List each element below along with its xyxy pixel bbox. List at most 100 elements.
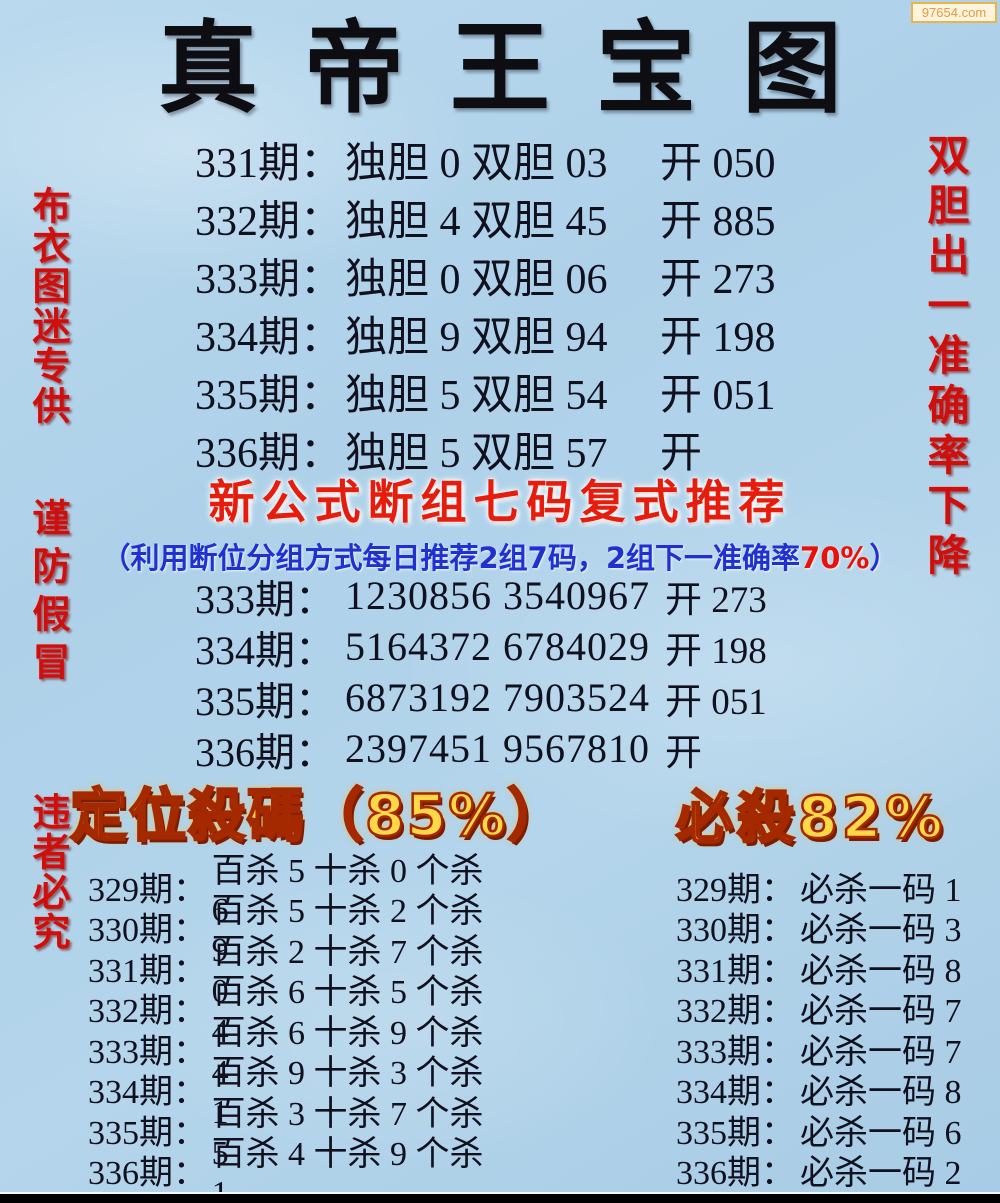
dan-row: 333期： 独胆 0 双胆 06 开 273 <box>195 246 835 304</box>
side-label-left-bottom: 违者必究 <box>26 792 70 952</box>
kill-row: 330期： 百杀 5 十杀 2 个杀 9 <box>88 893 508 969</box>
subtitle-prefix: （利用断位分组方式每日推荐2组7码，2组下一准确率 <box>101 541 801 575</box>
must-kill-header: 必殺82% <box>675 784 947 853</box>
period-label: 335期： <box>88 1114 207 1152</box>
formula-banner-title: 新公式断组七码复式推荐 <box>208 475 792 529</box>
bottom-divider-line <box>0 1192 1000 1194</box>
kill-values: 必杀一码 7 <box>800 993 962 1031</box>
kill-values: 必杀一码 3 <box>800 912 962 950</box>
kill-row: 334期： 百杀 9 十杀 3 个杀 1 <box>88 1055 508 1131</box>
side-label-left-middle: 谨防假冒 <box>26 498 70 690</box>
watermark-badge[interactable]: 97654.com <box>911 2 997 23</box>
period-label: 336期： <box>88 1155 207 1193</box>
period-label: 334期： <box>676 1074 795 1112</box>
kill-row: 336期： 百杀 4 十杀 9 个杀 1 <box>88 1136 508 1203</box>
kill-row: 333期： 百杀 6 十杀 9 个杀 4 <box>88 1015 508 1091</box>
draw-result: 开 051 <box>665 681 767 723</box>
dan-pick: 独胆 5 双胆 57 <box>345 430 608 477</box>
draw-result: 开 198 <box>660 314 776 361</box>
draw-result: 开 051 <box>660 372 776 419</box>
period-label: 329期： <box>676 871 795 909</box>
kill-values: 必杀一码 8 <box>800 1074 962 1112</box>
kill-values: 百杀 6 十杀 9 个杀 4 <box>211 1014 484 1091</box>
kill-row: 333期： 必杀一码 7 <box>676 1028 976 1071</box>
draw-result: 开 050 <box>660 140 776 187</box>
must-kill-list: 329期： 必杀一码 1 330期： 必杀一码 3 331期： 必杀一码 8 3… <box>676 866 976 1193</box>
formula-banner-subtitle: （利用断位分组方式每日推荐2组7码，2组下一准确率70%） <box>0 535 1000 577</box>
seven-code-row: 336期： 2397451 9567810 开 <box>195 723 835 775</box>
code-groups: 5164372 6784029 <box>345 624 650 669</box>
dan-pick: 独胆 5 双胆 54 <box>345 372 608 419</box>
side-label-left-top: 布衣图迷专供 <box>26 186 70 426</box>
code-groups: 1230856 3540967 <box>345 573 650 618</box>
period-label: 334期： <box>195 314 343 361</box>
seven-code-row: 333期： 1230856 3540967 开 273 <box>195 570 835 622</box>
draw-result: 开 198 <box>665 630 767 672</box>
kill-values: 百杀 9 十杀 3 个杀 1 <box>211 1055 484 1132</box>
period-label: 332期： <box>676 993 795 1031</box>
kill-row: 329期： 必杀一码 1 <box>676 866 976 909</box>
dan-row: 332期： 独胆 4 双胆 45 开 885 <box>195 188 835 246</box>
kill-values: 百杀 3 十杀 7 个杀 5 <box>211 1095 484 1172</box>
period-label: 336期： <box>195 430 343 477</box>
kill-values: 必杀一码 7 <box>800 1033 962 1071</box>
dan-pick: 独胆 9 双胆 94 <box>345 314 608 361</box>
draw-result: 开 885 <box>660 198 776 245</box>
kill-row: 336期： 必杀一码 2 <box>676 1150 976 1192</box>
seven-code-list: 333期： 1230856 3540967 开 273 334期： 516437… <box>195 570 835 775</box>
period-label: 336期： <box>676 1155 795 1193</box>
dan-row: 331期： 独胆 0 双胆 03 开 050 <box>195 130 835 188</box>
kill-row: 335期： 必杀一码 6 <box>676 1109 976 1152</box>
period-label: 334期： <box>195 627 335 673</box>
kill-values: 必杀一码 1 <box>800 871 962 909</box>
kill-values: 必杀一码 8 <box>800 952 962 990</box>
kill-row: 331期： 百杀 2 十杀 7 个杀 0 <box>88 934 508 1010</box>
period-label: 335期： <box>195 678 335 724</box>
draw-result: 开 273 <box>660 256 776 303</box>
seven-code-row: 334期： 5164372 6784029 开 198 <box>195 621 835 673</box>
period-label: 332期： <box>195 198 343 245</box>
kill-values: 百杀 4 十杀 9 个杀 1 <box>211 1136 484 1203</box>
period-label: 335期： <box>195 372 343 419</box>
kill-row: 334期： 必杀一码 8 <box>676 1069 976 1111</box>
kill-row: 329期： 百杀 5 十杀 0 个杀 6 <box>88 853 508 929</box>
draw-result: 开 <box>660 430 703 477</box>
period-label: 332期： <box>88 993 207 1031</box>
kill-row: 331期： 必杀一码 8 <box>676 947 976 990</box>
period-label: 333期： <box>195 576 335 622</box>
subtitle-accuracy-value: 70% <box>800 541 870 575</box>
kill-row: 330期： 必杀一码 3 <box>676 907 976 949</box>
period-label: 331期： <box>88 952 207 990</box>
period-label: 329期： <box>88 871 207 909</box>
kill-row: 335期： 百杀 3 十杀 7 个杀 5 <box>88 1096 508 1172</box>
seven-code-row: 335期： 6873192 7903524 开 051 <box>195 672 835 724</box>
period-label: 333期： <box>88 1033 207 1071</box>
bottom-black-bar <box>0 1194 1000 1203</box>
dan-prediction-list: 331期： 独胆 0 双胆 03 开 050 332期： 独胆 4 双胆 45 … <box>195 130 835 478</box>
period-label: 334期： <box>88 1074 207 1112</box>
formula-banner: 新公式断组七码复式推荐 （利用断位分组方式每日推荐2组7码，2组下一准确率70%… <box>0 466 1000 577</box>
kill-values: 百杀 5 十杀 2 个杀 9 <box>211 893 484 970</box>
kill-values: 百杀 2 十杀 7 个杀 0 <box>211 933 484 1010</box>
kill-values: 必杀一码 6 <box>800 1114 962 1152</box>
period-label: 333期： <box>195 256 343 303</box>
code-groups: 6873192 7903524 <box>345 675 650 720</box>
dan-row: 334期： 独胆 9 双胆 94 开 198 <box>195 304 835 362</box>
side-label-right: 双胆出一准确率下降 <box>921 133 970 583</box>
period-label: 330期： <box>676 912 795 950</box>
position-kill-header: 定位殺碼（85%） <box>69 782 567 851</box>
dan-row: 336期： 独胆 5 双胆 57 开 <box>195 420 835 478</box>
kill-row: 332期： 百杀 6 十杀 5 个杀 4 <box>88 974 508 1050</box>
kill-values: 必杀一码 2 <box>800 1155 962 1193</box>
draw-result: 开 273 <box>665 579 767 621</box>
draw-result: 开 <box>665 732 702 774</box>
dan-pick: 独胆 0 双胆 06 <box>345 256 608 303</box>
dan-pick: 独胆 4 双胆 45 <box>345 198 608 245</box>
subtitle-suffix: ） <box>869 541 899 575</box>
period-label: 335期： <box>676 1114 795 1152</box>
page-title: 真帝王宝图 <box>158 9 888 127</box>
kill-values: 百杀 5 十杀 0 个杀 6 <box>211 852 484 929</box>
watermark-link[interactable]: 97654.com <box>921 5 987 20</box>
period-label: 330期： <box>88 912 207 950</box>
